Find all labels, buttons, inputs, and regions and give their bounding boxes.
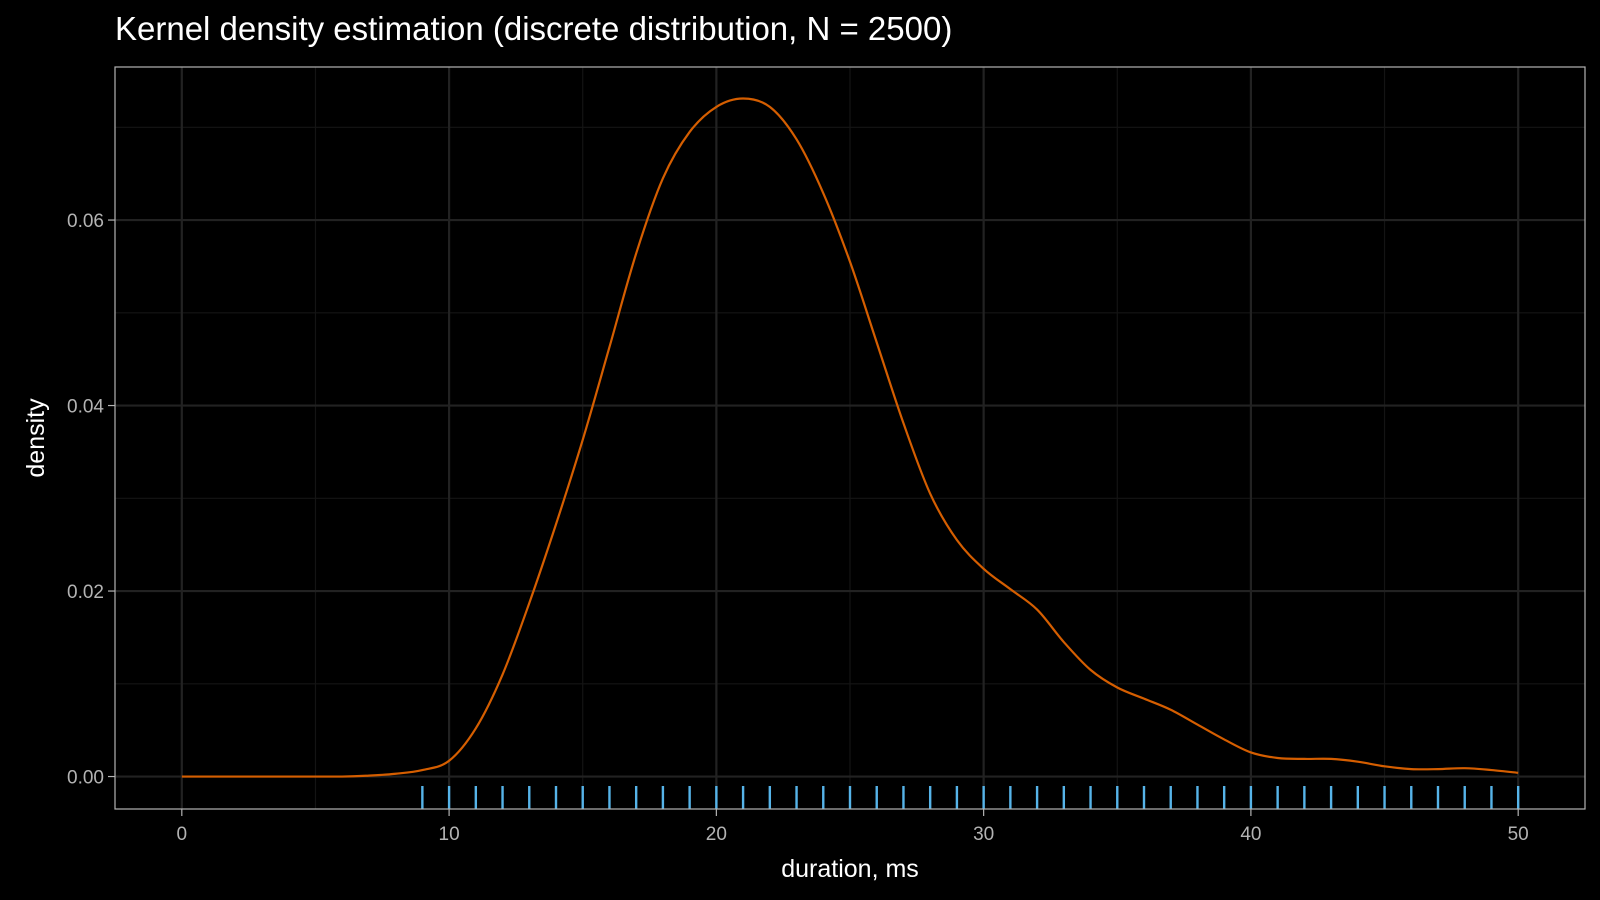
x-tick-label: 30 — [973, 824, 994, 845]
y-tick-label: 0.02 — [67, 582, 104, 603]
x-tick-label: 50 — [1508, 824, 1529, 845]
x-axis-title: duration, ms — [781, 855, 919, 883]
density-curve — [181, 97, 1519, 778]
y-axis-title: density — [22, 398, 50, 478]
rug-marks — [421, 786, 1520, 809]
y-tick-label: 0.06 — [67, 211, 104, 232]
panel-border — [114, 66, 1586, 810]
x-tick-label: 20 — [706, 824, 727, 845]
y-tick-label: 0.00 — [67, 768, 104, 789]
chart-title: Kernel density estimation (discrete dist… — [115, 10, 953, 47]
x-tick-label: 40 — [1240, 824, 1261, 845]
y-tick-label: 0.04 — [67, 397, 104, 418]
x-axis-ticks: 0 10 20 30 40 50 — [177, 809, 1529, 845]
x-tick-label: 0 — [177, 824, 188, 845]
y-axis-ticks: 0.00 0.02 0.04 0.06 — [67, 211, 115, 789]
x-tick-label: 10 — [439, 824, 460, 845]
grid-minor — [115, 67, 1585, 809]
